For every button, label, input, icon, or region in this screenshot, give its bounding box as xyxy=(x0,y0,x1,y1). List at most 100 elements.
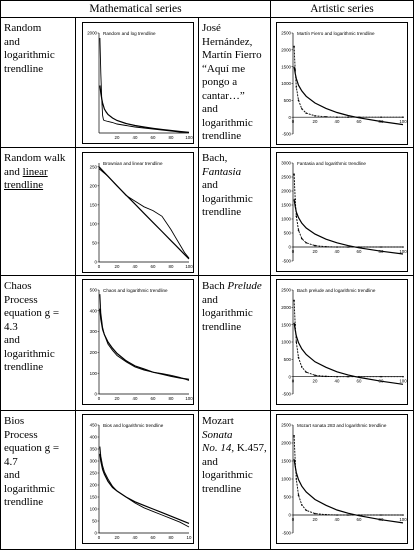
chart-brownian: Brownian and linear trendline 250 200 150 10… xyxy=(82,152,194,273)
data-point xyxy=(297,356,300,359)
y-tick-label: 1500 xyxy=(281,64,291,69)
x-tick-label: 20 xyxy=(115,396,120,401)
data-point xyxy=(325,513,327,516)
y-tick-label: 100 xyxy=(90,222,98,227)
data-point xyxy=(336,375,338,378)
chart-title: Random and log trendline xyxy=(103,31,156,36)
row3-art-label: Bach Prelude and logarithmic trendline xyxy=(198,275,271,411)
data-point xyxy=(295,86,298,88)
y-tick-label: 250 xyxy=(90,164,98,169)
y-tick-label: 1000 xyxy=(281,81,291,86)
data-point xyxy=(293,299,295,302)
x-tick-label: 100 xyxy=(185,396,193,401)
y-tick-label: 200 xyxy=(90,350,98,355)
label-line: Random xyxy=(4,22,42,34)
row4-math-chart-cell: Bios and logarithmic trendline 450 400 350 3… xyxy=(75,410,199,550)
y-tick-label: 1000 xyxy=(281,217,291,222)
label-line: and logarithmic xyxy=(202,455,253,482)
label-line: pongo a xyxy=(202,76,238,88)
trendline xyxy=(99,85,190,133)
data-point xyxy=(314,374,316,377)
data-point xyxy=(314,244,316,247)
label-underlined: trendline xyxy=(4,179,44,191)
x-tick-label: 80 xyxy=(169,396,174,401)
label-line: equation g = xyxy=(4,307,60,319)
x-tick-label: 20 xyxy=(115,135,120,140)
label-italic: Fantasia xyxy=(202,165,242,178)
data-point xyxy=(295,341,298,343)
data-point xyxy=(295,215,298,217)
data-point xyxy=(297,229,300,231)
y-tick-label: 50 xyxy=(92,241,97,246)
y-tick-label: 300 xyxy=(90,459,98,464)
x-tick-label: 0 xyxy=(98,264,101,269)
label-line: trendline xyxy=(202,320,242,333)
label-line: Mozart xyxy=(202,415,234,427)
x-tick-label: 0 xyxy=(292,379,295,384)
label-line: trendline xyxy=(202,482,242,495)
y-tick-label: 50 xyxy=(92,519,97,524)
data-point xyxy=(305,371,307,373)
data-point xyxy=(305,242,307,244)
trendline xyxy=(99,453,190,524)
x-tick-label: 60 xyxy=(357,379,362,384)
x-tick-label: 60 xyxy=(357,249,362,254)
x-tick-label: 60 xyxy=(357,119,362,124)
y-tick-label: 0 xyxy=(289,245,292,250)
label-line: trendline xyxy=(4,62,44,75)
x-tick-label: 0 xyxy=(292,517,295,522)
y-tick-label: 200 xyxy=(90,183,98,188)
x-tick-label: 80 xyxy=(169,264,174,269)
y-tick-label: 450 xyxy=(90,423,98,428)
x-tick-label: 40 xyxy=(133,135,138,140)
data-point xyxy=(301,237,303,240)
y-tick-label: 1000 xyxy=(281,340,291,345)
y-tick-label: 0 xyxy=(289,513,292,518)
chart-title: Brownian and linear trendline xyxy=(103,161,163,166)
x-tick-label: 40 xyxy=(133,264,138,269)
y-tick-label: 2500 xyxy=(281,423,291,428)
y-tick-label: 3000 xyxy=(281,161,291,166)
data-point xyxy=(301,107,303,110)
data-series-line xyxy=(293,46,403,118)
label-line: Bach, xyxy=(202,152,228,164)
data-point xyxy=(314,115,316,117)
chart-chaos: Chaos and logarithmic trendline 500 400 300… xyxy=(82,279,194,405)
row4-art-chart-cell: Mozart sonata 283 and logarithmic trendl… xyxy=(270,410,414,550)
data-point xyxy=(380,514,382,516)
x-tick-label: 40 xyxy=(335,379,340,384)
data-series-line xyxy=(293,174,403,248)
y-tick-label: 500 xyxy=(284,231,292,236)
x-tick-label: 60 xyxy=(151,535,156,540)
x-tick-label: 100 xyxy=(399,249,407,254)
label-underlined: linear xyxy=(22,165,48,178)
chart-bios: Bios and logarithmic trendline 450 400 350 3… xyxy=(82,414,194,544)
x-tick-label: 100 xyxy=(399,379,407,384)
data-point xyxy=(402,246,404,248)
label-line: equation g = xyxy=(4,442,60,454)
y-tick-label: -500 xyxy=(282,259,291,264)
x-tick-label: 60 xyxy=(151,135,156,140)
row3-math-chart-cell: Chaos and logarithmic trendline 500 400 300… xyxy=(75,275,199,411)
y-tick-label: 400 xyxy=(90,435,98,440)
trendline xyxy=(98,166,190,260)
y-tick-label: -500 xyxy=(282,132,291,137)
data-point xyxy=(336,514,338,516)
x-tick-label: 100 xyxy=(399,517,407,522)
y-tick-label: 500 xyxy=(284,495,292,500)
y-tick-label: 100 xyxy=(90,507,98,512)
label-line: and logarithmic xyxy=(4,469,55,495)
data-point xyxy=(402,116,404,118)
label-line: trendline xyxy=(4,361,44,373)
x-tick-label: 40 xyxy=(133,396,138,401)
label-line: Process xyxy=(4,293,38,306)
x-tick-label: 80 xyxy=(169,135,174,140)
x-tick-label: 0 xyxy=(98,396,101,401)
x-tick-label: 40 xyxy=(335,249,340,254)
y-tick-label: 2500 xyxy=(281,31,291,36)
header-art-label: Artistic series xyxy=(310,3,374,15)
data-point xyxy=(305,112,307,114)
label-italic: Prelude xyxy=(227,280,262,292)
x-tick-label: 20 xyxy=(115,535,120,540)
